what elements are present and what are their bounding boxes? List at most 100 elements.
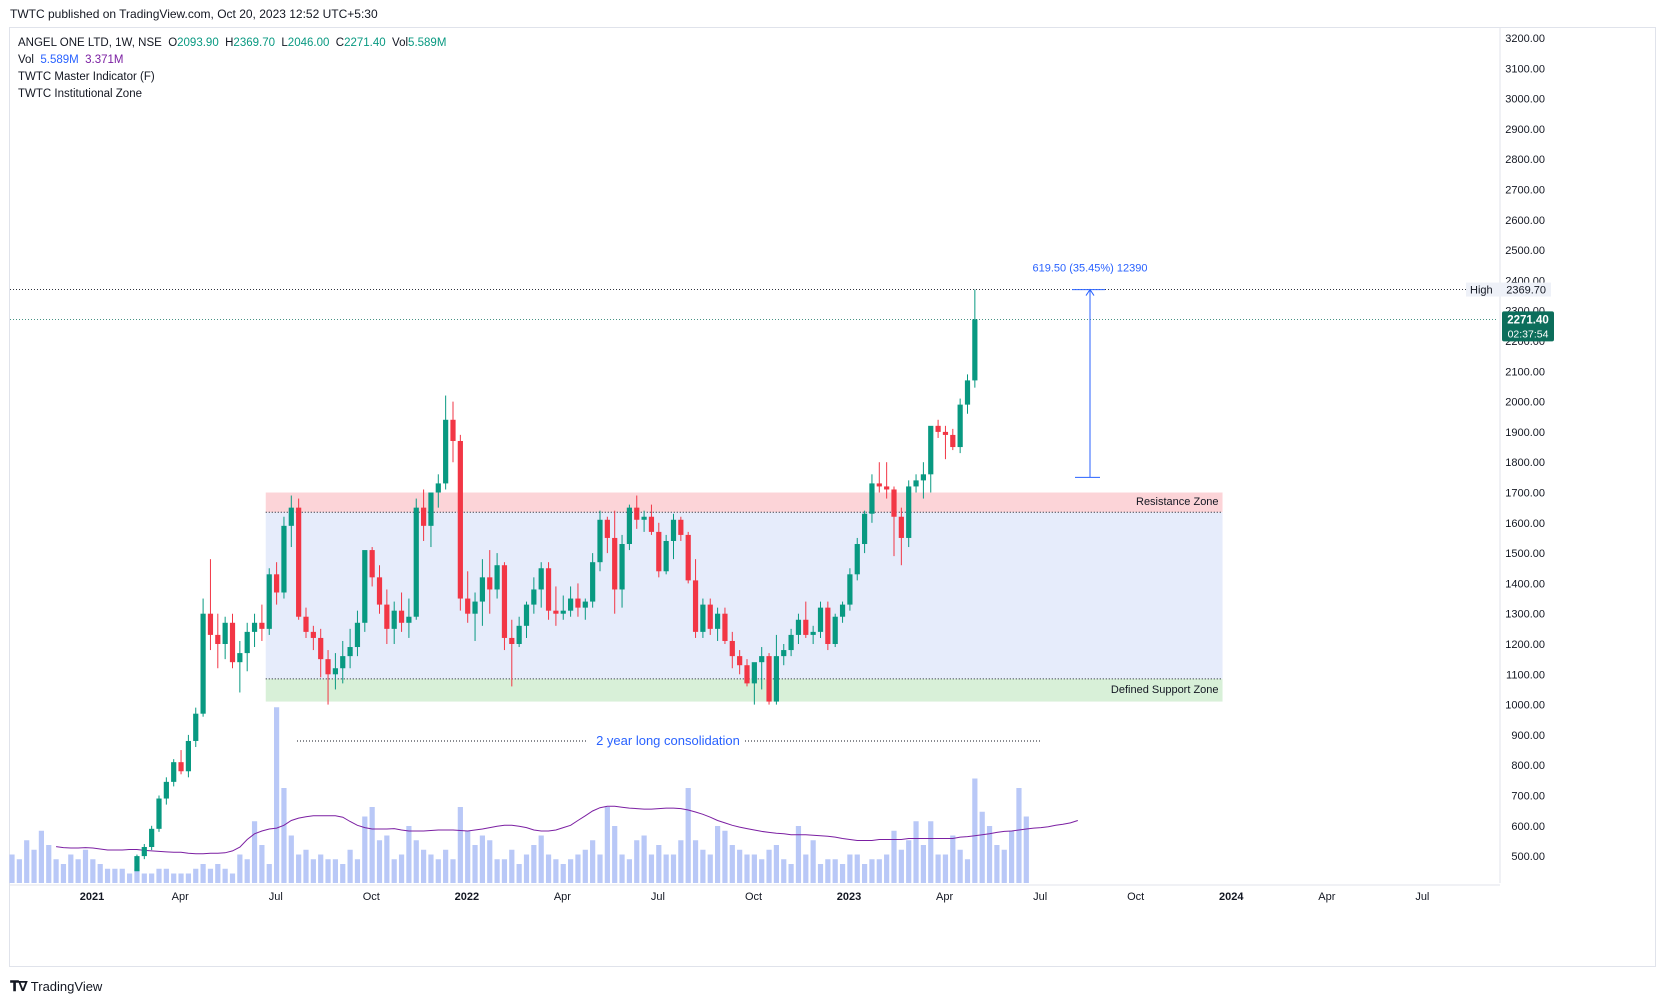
candle-body: [781, 650, 787, 657]
price-tick-label: 1900.00: [1505, 427, 1545, 439]
volume-bar: [891, 830, 897, 883]
legend-indicator-master[interactable]: TWTC Master Indicator (F): [18, 71, 155, 83]
volume-bar: [428, 854, 434, 883]
volume-bar: [38, 830, 44, 883]
volume-bar: [634, 840, 640, 883]
time-tick-label: 2024: [1219, 891, 1244, 903]
volume-bar: [384, 835, 390, 883]
volume-bar: [398, 854, 405, 883]
candle-body: [766, 656, 772, 702]
candle-body: [729, 640, 735, 657]
volume-bar: [501, 859, 508, 883]
symbol-name[interactable]: ANGEL ONE LTD, 1W, NSE: [18, 37, 162, 49]
candle-body: [237, 653, 243, 663]
candle-body: [251, 622, 258, 632]
footer-brand[interactable]: TradingView: [30, 979, 103, 994]
volume-bar: [237, 854, 243, 883]
candle-body: [575, 598, 581, 608]
volume-bar: [1023, 816, 1029, 883]
volume-bar: [626, 859, 632, 883]
candle-body: [626, 507, 632, 545]
candle-body: [163, 781, 169, 799]
volume-bar: [288, 835, 294, 883]
ohlc-vol-label: Vol: [392, 37, 409, 49]
price-tick-label: 800.00: [1511, 760, 1545, 772]
time-tick-label: Apr: [554, 891, 571, 903]
volume-bar: [82, 849, 89, 883]
candle-body: [854, 544, 860, 575]
volume-bar: [274, 707, 280, 883]
volume-bar: [215, 864, 221, 883]
volume-bar: [516, 864, 522, 883]
candle-body: [318, 637, 324, 660]
volume-bar: [163, 868, 169, 883]
volume-bar: [450, 859, 456, 883]
volume-bar: [479, 835, 485, 883]
tradingview-logo-icon[interactable]: 𝐓∇: [10, 978, 28, 994]
candle-body: [340, 656, 346, 669]
legend-indicator-zone[interactable]: TWTC Institutional Zone: [18, 88, 142, 100]
candle-body: [737, 656, 743, 666]
volume-bar: [1001, 849, 1007, 883]
volume-label[interactable]: Vol: [18, 54, 34, 66]
volume-bar: [663, 854, 669, 883]
candle-body: [149, 828, 155, 848]
candle-body: [296, 507, 302, 617]
price-tick-label: 1600.00: [1505, 518, 1545, 530]
candle-body: [369, 550, 375, 578]
volume-bar: [781, 859, 787, 883]
candle-body: [972, 319, 978, 381]
volume-bar: [207, 868, 214, 883]
candle-body: [935, 425, 941, 432]
candle-body: [421, 507, 427, 526]
volume-bar: [597, 854, 603, 883]
candle-body: [465, 598, 471, 614]
volume-bar: [90, 859, 96, 883]
volume-bar: [178, 873, 184, 883]
candle-body: [700, 604, 706, 632]
volume-bar: [112, 868, 118, 883]
candle-body: [648, 516, 655, 532]
candle-body: [847, 574, 853, 605]
volume-bar: [97, 864, 103, 883]
candle-body: [876, 483, 882, 487]
volume-bar: [876, 859, 882, 883]
volume-bar: [964, 859, 971, 883]
volume-bar: [1016, 788, 1022, 883]
candle-body: [501, 565, 508, 638]
candle-body: [832, 616, 838, 644]
time-tick-label: Jul: [269, 891, 283, 903]
candle-body: [178, 762, 184, 772]
candle-body: [391, 610, 397, 629]
volume-bar: [523, 854, 530, 883]
volume-bar: [979, 811, 985, 883]
volume-bar: [413, 840, 419, 883]
price-tick-label: 3200.00: [1505, 33, 1545, 45]
candle-body: [523, 604, 530, 626]
volume-bar: [553, 859, 559, 883]
candle-body: [406, 616, 412, 623]
volume-ma-value: 3.371M: [85, 54, 124, 66]
time-tick-label: Jul: [651, 891, 665, 903]
ohlc-high-label: H: [225, 37, 234, 49]
candle-body: [634, 507, 640, 520]
volume-bar: [832, 859, 838, 883]
ohlc-close-label: C: [335, 37, 345, 49]
volume-bar: [46, 845, 52, 883]
volume-bar: [678, 840, 684, 883]
candle-body: [803, 619, 809, 635]
volume-bar: [862, 864, 868, 883]
volume-bar: [656, 845, 662, 883]
volume-bar: [957, 849, 963, 883]
volume-bar: [950, 835, 956, 883]
volume-bar: [766, 849, 772, 883]
candle-body: [663, 540, 669, 572]
volume-bar: [376, 840, 383, 883]
volume-bar: [354, 859, 361, 883]
time-tick-label: 2023: [837, 891, 861, 903]
volume-bar: [972, 778, 978, 883]
volume-value: 5.589M: [40, 54, 79, 66]
candle-body: [839, 604, 846, 617]
candle-body: [428, 492, 434, 526]
